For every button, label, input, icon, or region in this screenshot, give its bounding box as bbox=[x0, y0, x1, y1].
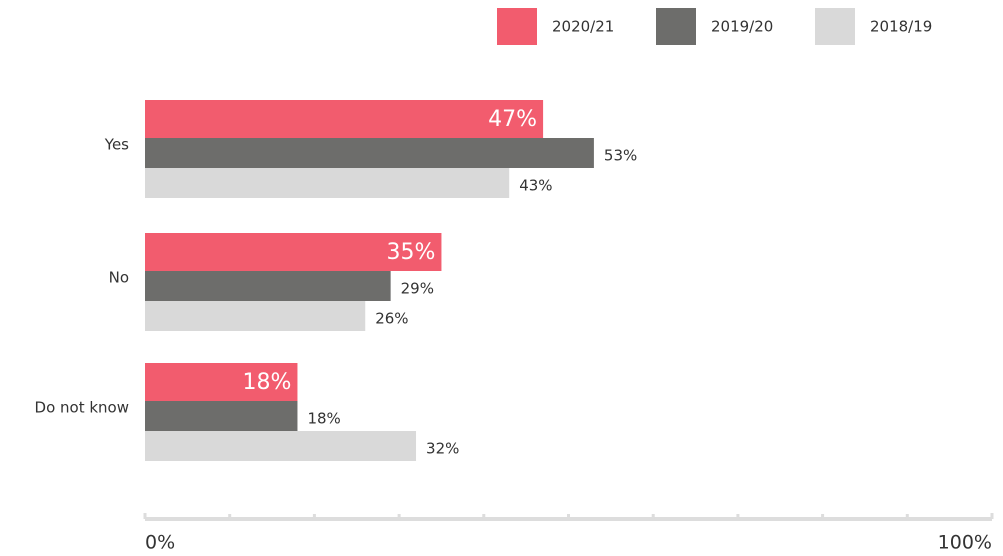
bar bbox=[145, 233, 442, 271]
legend-label: 2018/19 bbox=[870, 18, 932, 36]
x-tick-label: 100% bbox=[938, 532, 992, 554]
legend-label: 2020/21 bbox=[552, 18, 614, 36]
value-label: 53% bbox=[604, 147, 637, 165]
value-label: 18% bbox=[307, 410, 340, 428]
bar bbox=[145, 271, 391, 301]
bar bbox=[145, 301, 366, 331]
value-label: 47% bbox=[488, 107, 537, 132]
x-tick-label: 0% bbox=[145, 532, 175, 554]
bar bbox=[145, 168, 510, 198]
bar bbox=[145, 138, 594, 168]
value-label: 43% bbox=[519, 177, 552, 195]
legend-swatch bbox=[497, 8, 537, 45]
value-label: 32% bbox=[426, 440, 459, 458]
legend-swatch bbox=[656, 8, 696, 45]
y-tick-label: Do not know bbox=[35, 399, 129, 417]
y-tick-label: No bbox=[109, 269, 129, 287]
value-label: 35% bbox=[387, 240, 436, 265]
bar bbox=[145, 431, 417, 461]
bar bbox=[145, 363, 298, 401]
value-label: 18% bbox=[243, 370, 292, 395]
value-label: 26% bbox=[375, 310, 408, 328]
value-label: 29% bbox=[401, 280, 434, 298]
legend-swatch bbox=[815, 8, 855, 45]
y-tick-label: Yes bbox=[104, 136, 129, 154]
legend-label: 2019/20 bbox=[711, 18, 773, 36]
bar bbox=[145, 100, 544, 138]
bar bbox=[145, 401, 298, 431]
